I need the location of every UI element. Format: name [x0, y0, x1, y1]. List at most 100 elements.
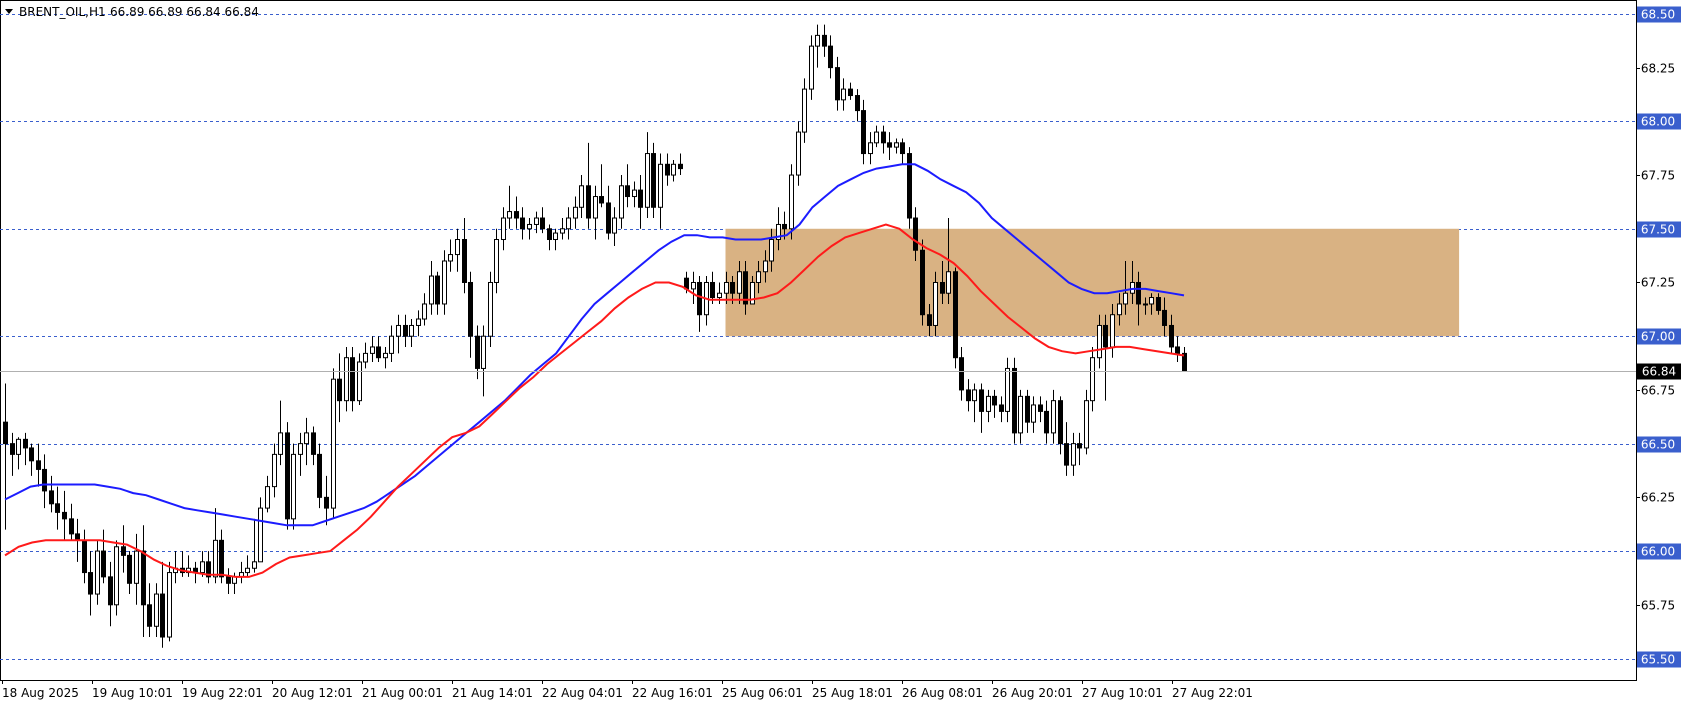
candle: [887, 132, 892, 161]
candle-body-up: [95, 550, 100, 595]
candle: [494, 228, 499, 294]
candle: [147, 583, 152, 638]
candle: [298, 432, 303, 476]
current-price-text: 66.84: [1642, 365, 1676, 379]
candle: [396, 314, 401, 354]
candle-body-up: [972, 389, 977, 402]
candle-body-down: [160, 593, 165, 638]
candle-body-down: [475, 335, 480, 369]
candle: [69, 503, 74, 541]
candle: [344, 346, 349, 412]
candle-body-up: [357, 361, 362, 402]
candle-body-up: [789, 174, 794, 230]
candle-body-down: [913, 217, 918, 251]
candle: [992, 389, 997, 418]
candle-body-down: [1044, 410, 1049, 434]
candle-body-down: [710, 281, 715, 299]
candle: [933, 271, 938, 337]
candle-body-up: [258, 507, 263, 563]
candle-body-down: [1025, 395, 1030, 423]
candle: [704, 276, 709, 326]
candle: [625, 164, 630, 208]
candle: [416, 310, 421, 337]
candle: [520, 207, 525, 240]
grid-price-label-bg: [1637, 543, 1681, 560]
candle-body-up: [1090, 357, 1095, 402]
candle-body-down: [206, 561, 211, 578]
candle-body-down: [1058, 400, 1063, 445]
candle: [769, 228, 774, 272]
candle: [514, 196, 519, 229]
candle: [245, 555, 250, 577]
candle: [822, 24, 827, 57]
candle-body-down: [10, 443, 15, 455]
candle: [180, 551, 185, 577]
candle-body-down: [29, 447, 34, 462]
candle: [940, 260, 945, 304]
chevron-down-icon[interactable]: [5, 9, 13, 14]
x-tick-label: 27 Aug 10:01: [1082, 686, 1163, 700]
candle-body-up: [429, 275, 434, 305]
candle-body-up: [416, 318, 421, 326]
candle-body-down: [49, 490, 54, 505]
candle: [789, 164, 794, 240]
y-tick-label: 68.00: [1641, 115, 1675, 129]
candle: [959, 346, 964, 401]
candle-body-down: [730, 281, 735, 294]
candle-body-down: [1077, 443, 1082, 449]
symbol-label: BRENT_OIL,H1: [19, 5, 106, 19]
candle-body-down: [959, 357, 964, 391]
candle: [632, 181, 637, 208]
candle-body-down: [1162, 309, 1167, 326]
moving-average-blue: [4, 163, 1185, 527]
y-tick-label: 66.50: [1641, 438, 1675, 452]
candle: [809, 35, 814, 100]
candle: [291, 443, 296, 530]
candle-body-up: [298, 443, 303, 455]
candle: [226, 568, 231, 595]
candle-body-down: [324, 496, 329, 509]
candle: [1071, 432, 1076, 476]
candle: [1123, 260, 1128, 315]
candle: [1169, 314, 1174, 354]
candle-body-down: [285, 432, 290, 520]
candle: [619, 175, 624, 229]
candle: [573, 196, 578, 229]
candle: [350, 346, 355, 412]
moving-averages: [4, 163, 1185, 578]
candle-body-down: [468, 281, 473, 337]
candle: [206, 551, 211, 584]
candle-body-up: [756, 271, 761, 283]
candle: [1117, 293, 1122, 326]
candle-body-up: [1005, 367, 1010, 412]
candle-body-down: [403, 324, 408, 337]
x-tick-label: 21 Aug 14:01: [452, 686, 533, 700]
candle: [743, 260, 748, 315]
candle: [278, 400, 283, 466]
candle: [462, 218, 467, 294]
candle-body-down: [42, 468, 47, 492]
candle: [1005, 357, 1010, 423]
candle: [101, 529, 106, 584]
candle-body-up: [769, 239, 774, 262]
candle: [560, 218, 565, 240]
candle-body-down: [121, 546, 126, 556]
candle-body-down: [900, 142, 905, 155]
candle: [213, 508, 218, 584]
candle-body-down: [848, 88, 853, 97]
candle-body-down: [992, 395, 997, 406]
candle: [868, 132, 873, 165]
candle-body-down: [599, 196, 604, 204]
candle: [1136, 271, 1141, 326]
grid-lines: [0, 14, 1636, 660]
candle: [317, 443, 322, 509]
candle-body-down: [147, 604, 152, 627]
candle: [1103, 314, 1108, 401]
candle-body-down: [547, 228, 552, 241]
candle: [645, 132, 650, 219]
candle-body-up: [252, 561, 257, 569]
candle: [134, 533, 139, 605]
candle-body-up: [1051, 400, 1056, 434]
candle-body-up: [691, 281, 696, 290]
